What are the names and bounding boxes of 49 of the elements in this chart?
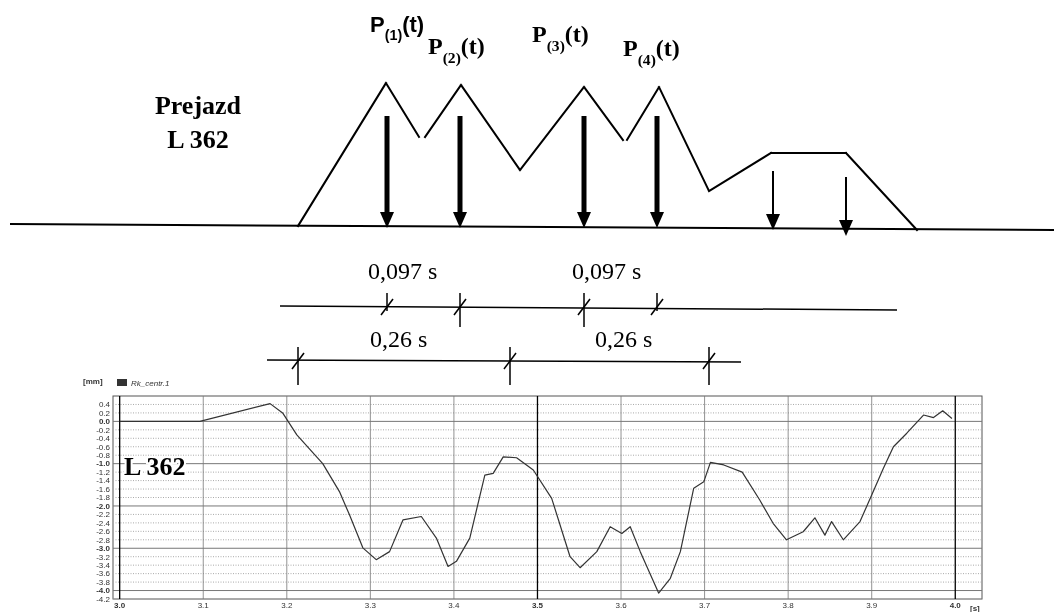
- y-tick-label: -1.2: [96, 467, 111, 477]
- y-tick-label: -0.6: [96, 442, 111, 452]
- x-tick-label: 3.9: [866, 601, 878, 610]
- y-tick-label: -0.8: [96, 451, 111, 461]
- annotation: L 362: [124, 452, 186, 481]
- text: P$_{(4)}$(t): [623, 35, 680, 69]
- x-tick-label: 3.4: [448, 601, 461, 610]
- y-tick-label: -3.6: [96, 569, 111, 579]
- y-tick-label: -3.8: [96, 577, 111, 587]
- text: Prejazd L 362: [154, 91, 242, 154]
- text: P$_{(1)}$(t): [370, 12, 425, 43]
- y-tick-label: -1.6: [96, 484, 111, 494]
- y-tick-label: -3.2: [96, 552, 111, 562]
- x-tick-label: 4.0: [949, 601, 962, 610]
- y-tick-label: -1.4: [96, 476, 111, 486]
- x-axis-title: [s]: [970, 604, 981, 612]
- y-tick-label: -3.0: [96, 544, 111, 554]
- x-tick-label: 3.0: [114, 601, 126, 610]
- y-tick-label: -1.0: [96, 459, 111, 469]
- y-tick-label: 0.4: [98, 400, 111, 410]
- y-tick-label: -2.8: [96, 535, 111, 545]
- line-series: [119, 403, 953, 594]
- text: 0,26 s: [595, 326, 653, 352]
- x-tick-label: 3.3: [364, 601, 377, 610]
- legend-label: Rk_centr.1: [131, 379, 170, 388]
- y-tick-label: -0.2: [96, 425, 111, 435]
- x-tick-label: 3.1: [197, 601, 210, 610]
- x-tick-label: 3.6: [615, 601, 628, 610]
- y-tick-label: -0.4: [96, 434, 111, 444]
- text: P$_{(3)}$(t): [532, 21, 589, 55]
- y-tick-label: -1.8: [96, 493, 111, 503]
- y-tick-label: 0.2: [98, 408, 111, 418]
- text: 0,097 s: [572, 258, 642, 284]
- y-tick-label: -2.2: [96, 510, 111, 520]
- x-tick-label: 3.8: [782, 601, 795, 610]
- x-tick-label: 3.2: [281, 601, 293, 610]
- text: 0,26 s: [370, 326, 428, 352]
- x-tick-label: 3.7: [699, 601, 711, 610]
- y-tick-label: -2.0: [96, 501, 111, 511]
- y-tick-label: -2.4: [96, 518, 111, 528]
- text: P$_{(2)}$(t): [428, 33, 485, 67]
- text: 0,097 s: [368, 258, 438, 284]
- x-tick-label: 3.5: [531, 601, 544, 610]
- y-axis-title: [mm]: [83, 377, 103, 386]
- y-tick-label: -4.2: [96, 594, 111, 604]
- y-tick-label: -4.0: [96, 586, 111, 596]
- y-tick-label: -2.6: [96, 527, 111, 537]
- y-tick-label: -3.4: [96, 560, 111, 570]
- y-tick-label: 0.0: [98, 417, 111, 427]
